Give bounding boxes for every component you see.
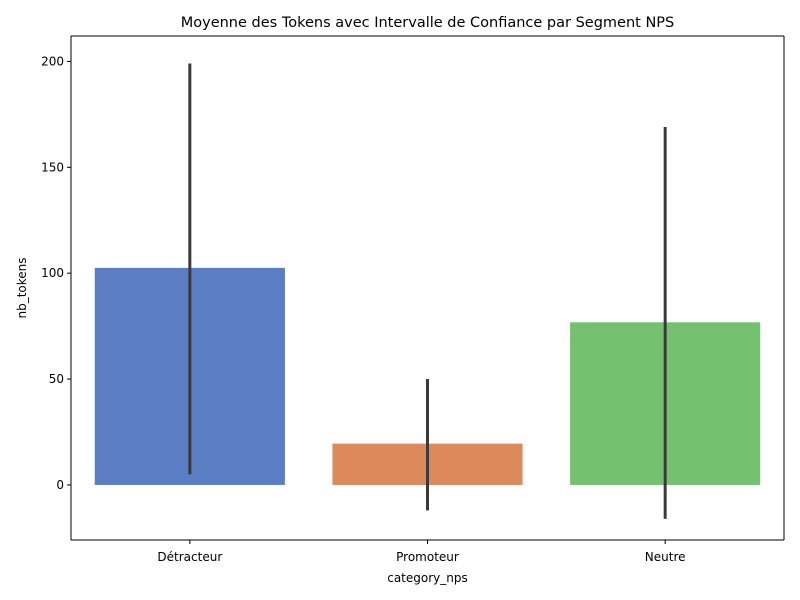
y-tick-label-3: 150	[41, 160, 64, 174]
x-axis-ticks: Détracteur Promoteur Neutre	[157, 540, 686, 564]
x-tick-label-0: Détracteur	[157, 550, 222, 564]
y-tick-label-0: 0	[56, 478, 64, 492]
chart-title: Moyenne des Tokens avec Intervalle de Co…	[181, 15, 675, 31]
x-tick-label-2: Neutre	[645, 550, 686, 564]
y-tick-label-1: 50	[49, 372, 64, 386]
y-tick-label-4: 200	[41, 54, 64, 68]
y-tick-label-2: 100	[41, 266, 64, 280]
x-axis-label: category_nps	[387, 571, 468, 585]
y-axis-label: nb_tokens	[15, 257, 29, 318]
error-bars-group	[188, 63, 667, 519]
x-tick-label-1: Promoteur	[396, 550, 459, 564]
y-axis-ticks: 0 50 100 150 200	[41, 54, 71, 492]
